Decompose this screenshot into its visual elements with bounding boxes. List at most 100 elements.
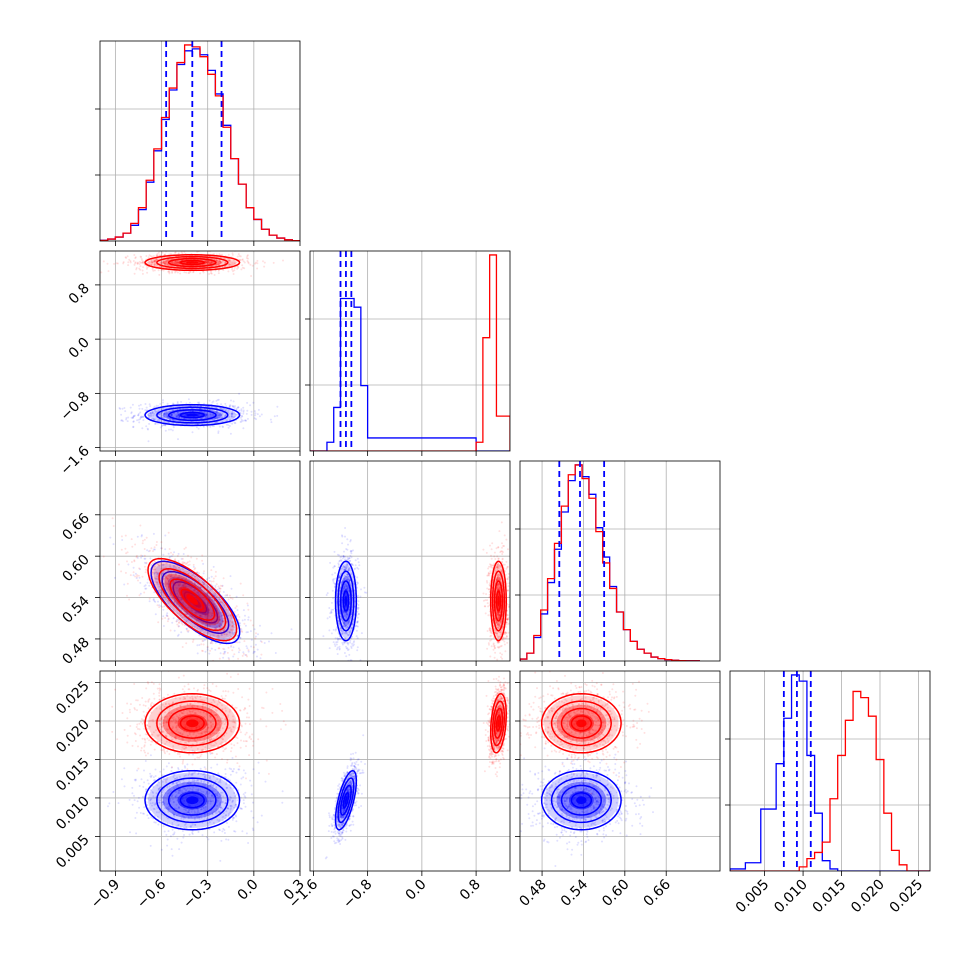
contour-line [493,580,504,622]
contour-line [570,715,593,732]
contour-line [167,707,217,739]
scatter-panel-0-2: 0.48 0.54 0.60 0.66 [59,460,301,668]
contour-line [179,792,205,809]
density-peak [186,594,199,605]
density-peak [186,719,199,728]
x-tick-label: −0.9 [88,877,123,912]
contour-line [342,590,350,612]
panel-frame [309,250,511,452]
density-peak [497,719,500,728]
contour-line [570,792,593,809]
y-tick-label: 0.020 [53,717,93,757]
histogram-red [310,254,510,451]
contour-line [158,568,227,632]
contour-line [167,257,217,268]
y-tick-label: −1.6 [57,443,92,478]
contour-line [342,791,350,809]
x-tick-label: −0.3 [180,877,215,912]
contour-line [540,769,622,831]
panel-frame [99,40,301,242]
histogram-panel-0 [95,40,301,246]
scatter-panel-1-3: −1.6 −0.8 0.0 0.8 [286,670,511,912]
y-tick-label: 0.015 [53,755,93,795]
contour-line [495,590,502,612]
x-tick-label: 0.8 [457,877,484,904]
y-tick-label: 0.66 [59,510,92,543]
y-tick-label: 0.54 [59,593,92,626]
histogram-panel-1 [305,250,511,456]
contour-line [334,769,358,831]
histogram-blue [100,48,300,241]
density-peak [576,719,587,728]
contour-line [339,784,352,816]
contour-line [144,769,241,831]
histogram-red [100,44,300,241]
contour-line [339,580,352,622]
scatter-panel-0-1: −1.6 −0.8 0.0 0.8 [57,250,301,478]
contour-line [156,700,229,747]
contour-line [180,588,205,611]
panel-frame [519,460,721,662]
y-tick-label: 0.8 [66,280,93,307]
contour-line [337,570,355,632]
panel-frame [99,460,301,662]
contour-line [540,693,622,754]
x-tick-label: 0.0 [403,877,430,904]
y-tick-label: 0.60 [59,552,92,585]
contour-line [491,700,506,747]
panel-frame [729,670,931,872]
contour-line [489,693,508,754]
x-tick-label: −0.6 [134,876,169,911]
contour-line [167,409,217,422]
x-tick-label: 0.025 [887,877,927,917]
contour-line [167,784,217,816]
x-tick-label: 0.66 [641,876,674,909]
contour-line [550,700,612,747]
panel-frame [99,670,301,872]
contour-line [156,406,229,424]
histogram-red [730,690,930,871]
contour-line [334,560,358,642]
contour-line [156,777,229,824]
density-peak [576,796,587,805]
panel-frame [519,670,721,872]
panel-frame [309,460,511,662]
contour-line [144,403,241,427]
contour-line [550,777,612,824]
histogram-panel-2 [515,460,721,666]
scatter-panel-2-3: 0.48 0.54 0.60 0.66 [515,670,721,910]
density-peak [186,413,199,417]
y-tick-label: 0.0 [66,335,93,362]
contour-line [491,570,506,632]
y-tick-label: 0.48 [59,634,92,667]
density-peak [186,261,199,264]
contour-line [169,578,216,621]
x-tick-label: 0.54 [558,876,591,909]
contour-line [179,715,205,732]
contour-line [495,714,502,732]
histogram-blue [310,297,510,451]
x-tick-label: 0.010 [771,877,811,917]
x-tick-label: 0.0 [235,877,262,904]
y-tick-label: 0.005 [53,832,93,872]
contour-line [179,259,205,266]
x-tick-label: 0.005 [733,877,773,917]
contour-line [560,784,602,816]
panel-frame [309,670,511,872]
x-tick-label: 0.60 [599,877,632,910]
x-tick-label: 0.020 [848,877,888,917]
blue-samples [107,732,284,862]
y-tick-label: −0.8 [57,389,92,424]
density-peak [186,796,199,805]
contour-line [156,255,229,270]
scatter-panel-1-2 [305,460,511,666]
contour-line [179,411,205,419]
contour-line [144,693,241,754]
density-peak [344,595,348,607]
histogram-red [520,464,700,661]
contour-line [144,253,241,272]
y-tick-label: 0.010 [53,793,93,833]
x-tick-label: 0.015 [810,877,850,917]
